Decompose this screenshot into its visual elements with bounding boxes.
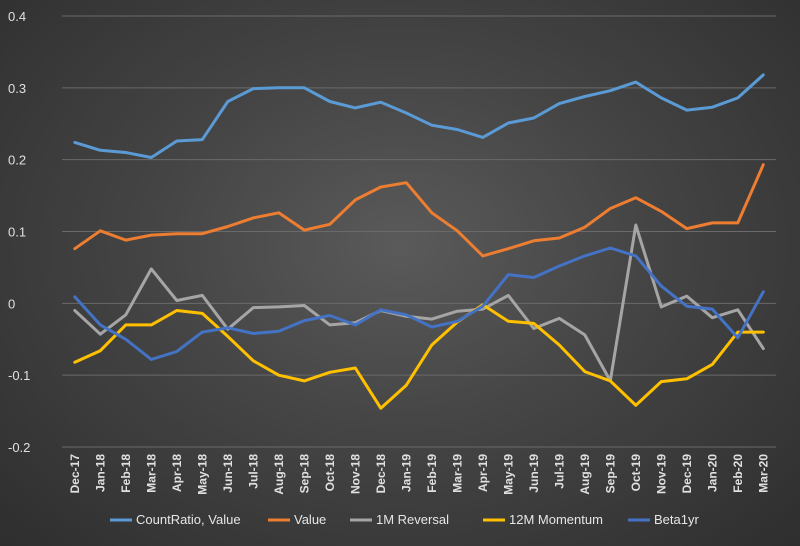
x-tick-label: May-18 — [195, 454, 209, 495]
x-tick-label: Feb-18 — [119, 454, 133, 493]
x-tick-label: Apr-18 — [170, 454, 184, 492]
x-tick-label: Jan-20 — [705, 454, 719, 492]
legend-label: 12M Momentum — [509, 512, 603, 527]
x-tick-label: Oct-19 — [629, 454, 643, 492]
x-tick-label: Feb-20 — [731, 454, 745, 493]
legend-label: Beta1yr — [654, 512, 699, 527]
x-tick-label: Nov-18 — [348, 454, 362, 494]
legend-label: 1M Reversal — [376, 512, 449, 527]
x-tick-label: Jun-19 — [527, 454, 541, 493]
series-line-1 — [73, 163, 765, 258]
y-tick-label: 0 — [8, 296, 15, 311]
y-tick-label: 0.1 — [8, 225, 26, 240]
x-tick-label: Aug-19 — [578, 454, 592, 495]
x-tick-label: Nov-19 — [654, 454, 668, 494]
x-tick-label: Aug-18 — [272, 454, 286, 495]
x-tick-label: Dec-19 — [680, 454, 694, 494]
x-tick-label: May-19 — [501, 454, 515, 495]
x-axis-ticks: Dec-17 Jan-18 Feb-18 Mar-18 Apr-18 May-18 Jun-… — [68, 454, 771, 495]
legend-label: CountRatio, Value — [136, 512, 241, 527]
x-tick-label: Jul-19 — [552, 454, 566, 489]
y-tick-label: -0.1 — [8, 368, 30, 383]
legend-label: Value — [294, 512, 326, 527]
x-tick-label: Mar-20 — [756, 454, 770, 493]
legend: CountRatio, Value Value 1M Reversal 12M Mom… — [110, 512, 699, 527]
y-tick-label: 0.2 — [8, 153, 26, 168]
y-tick-label: 0.3 — [8, 81, 26, 96]
y-tick-label: -0.2 — [8, 440, 30, 455]
series-line-2 — [73, 223, 765, 383]
x-tick-label: Jul-18 — [246, 454, 260, 489]
x-tick-label: Dec-18 — [374, 454, 388, 494]
series-lines — [73, 73, 765, 410]
y-tick-label: 0.4 — [8, 9, 26, 24]
x-tick-label: Feb-19 — [425, 454, 439, 493]
x-tick-label: Dec-17 — [68, 454, 82, 494]
x-tick-label: Jan-19 — [399, 454, 413, 492]
series-line-0 — [73, 73, 765, 159]
gridlines — [62, 15, 776, 448]
x-tick-label: Sep-19 — [603, 454, 617, 494]
x-tick-label: Jan-18 — [93, 454, 107, 492]
x-tick-label: Apr-19 — [476, 454, 490, 492]
y-axis-ticks: -0.2 -0.1 0 0.1 0.2 0.3 0.4 — [8, 9, 30, 455]
series-line-4 — [73, 246, 765, 361]
x-tick-label: Jun-18 — [221, 454, 235, 493]
x-tick-label: Oct-18 — [323, 454, 337, 492]
x-tick-label: Mar-18 — [144, 454, 158, 493]
x-tick-label: Sep-18 — [297, 454, 311, 494]
x-tick-label: Mar-19 — [450, 454, 464, 493]
series-line-3 — [73, 303, 765, 410]
